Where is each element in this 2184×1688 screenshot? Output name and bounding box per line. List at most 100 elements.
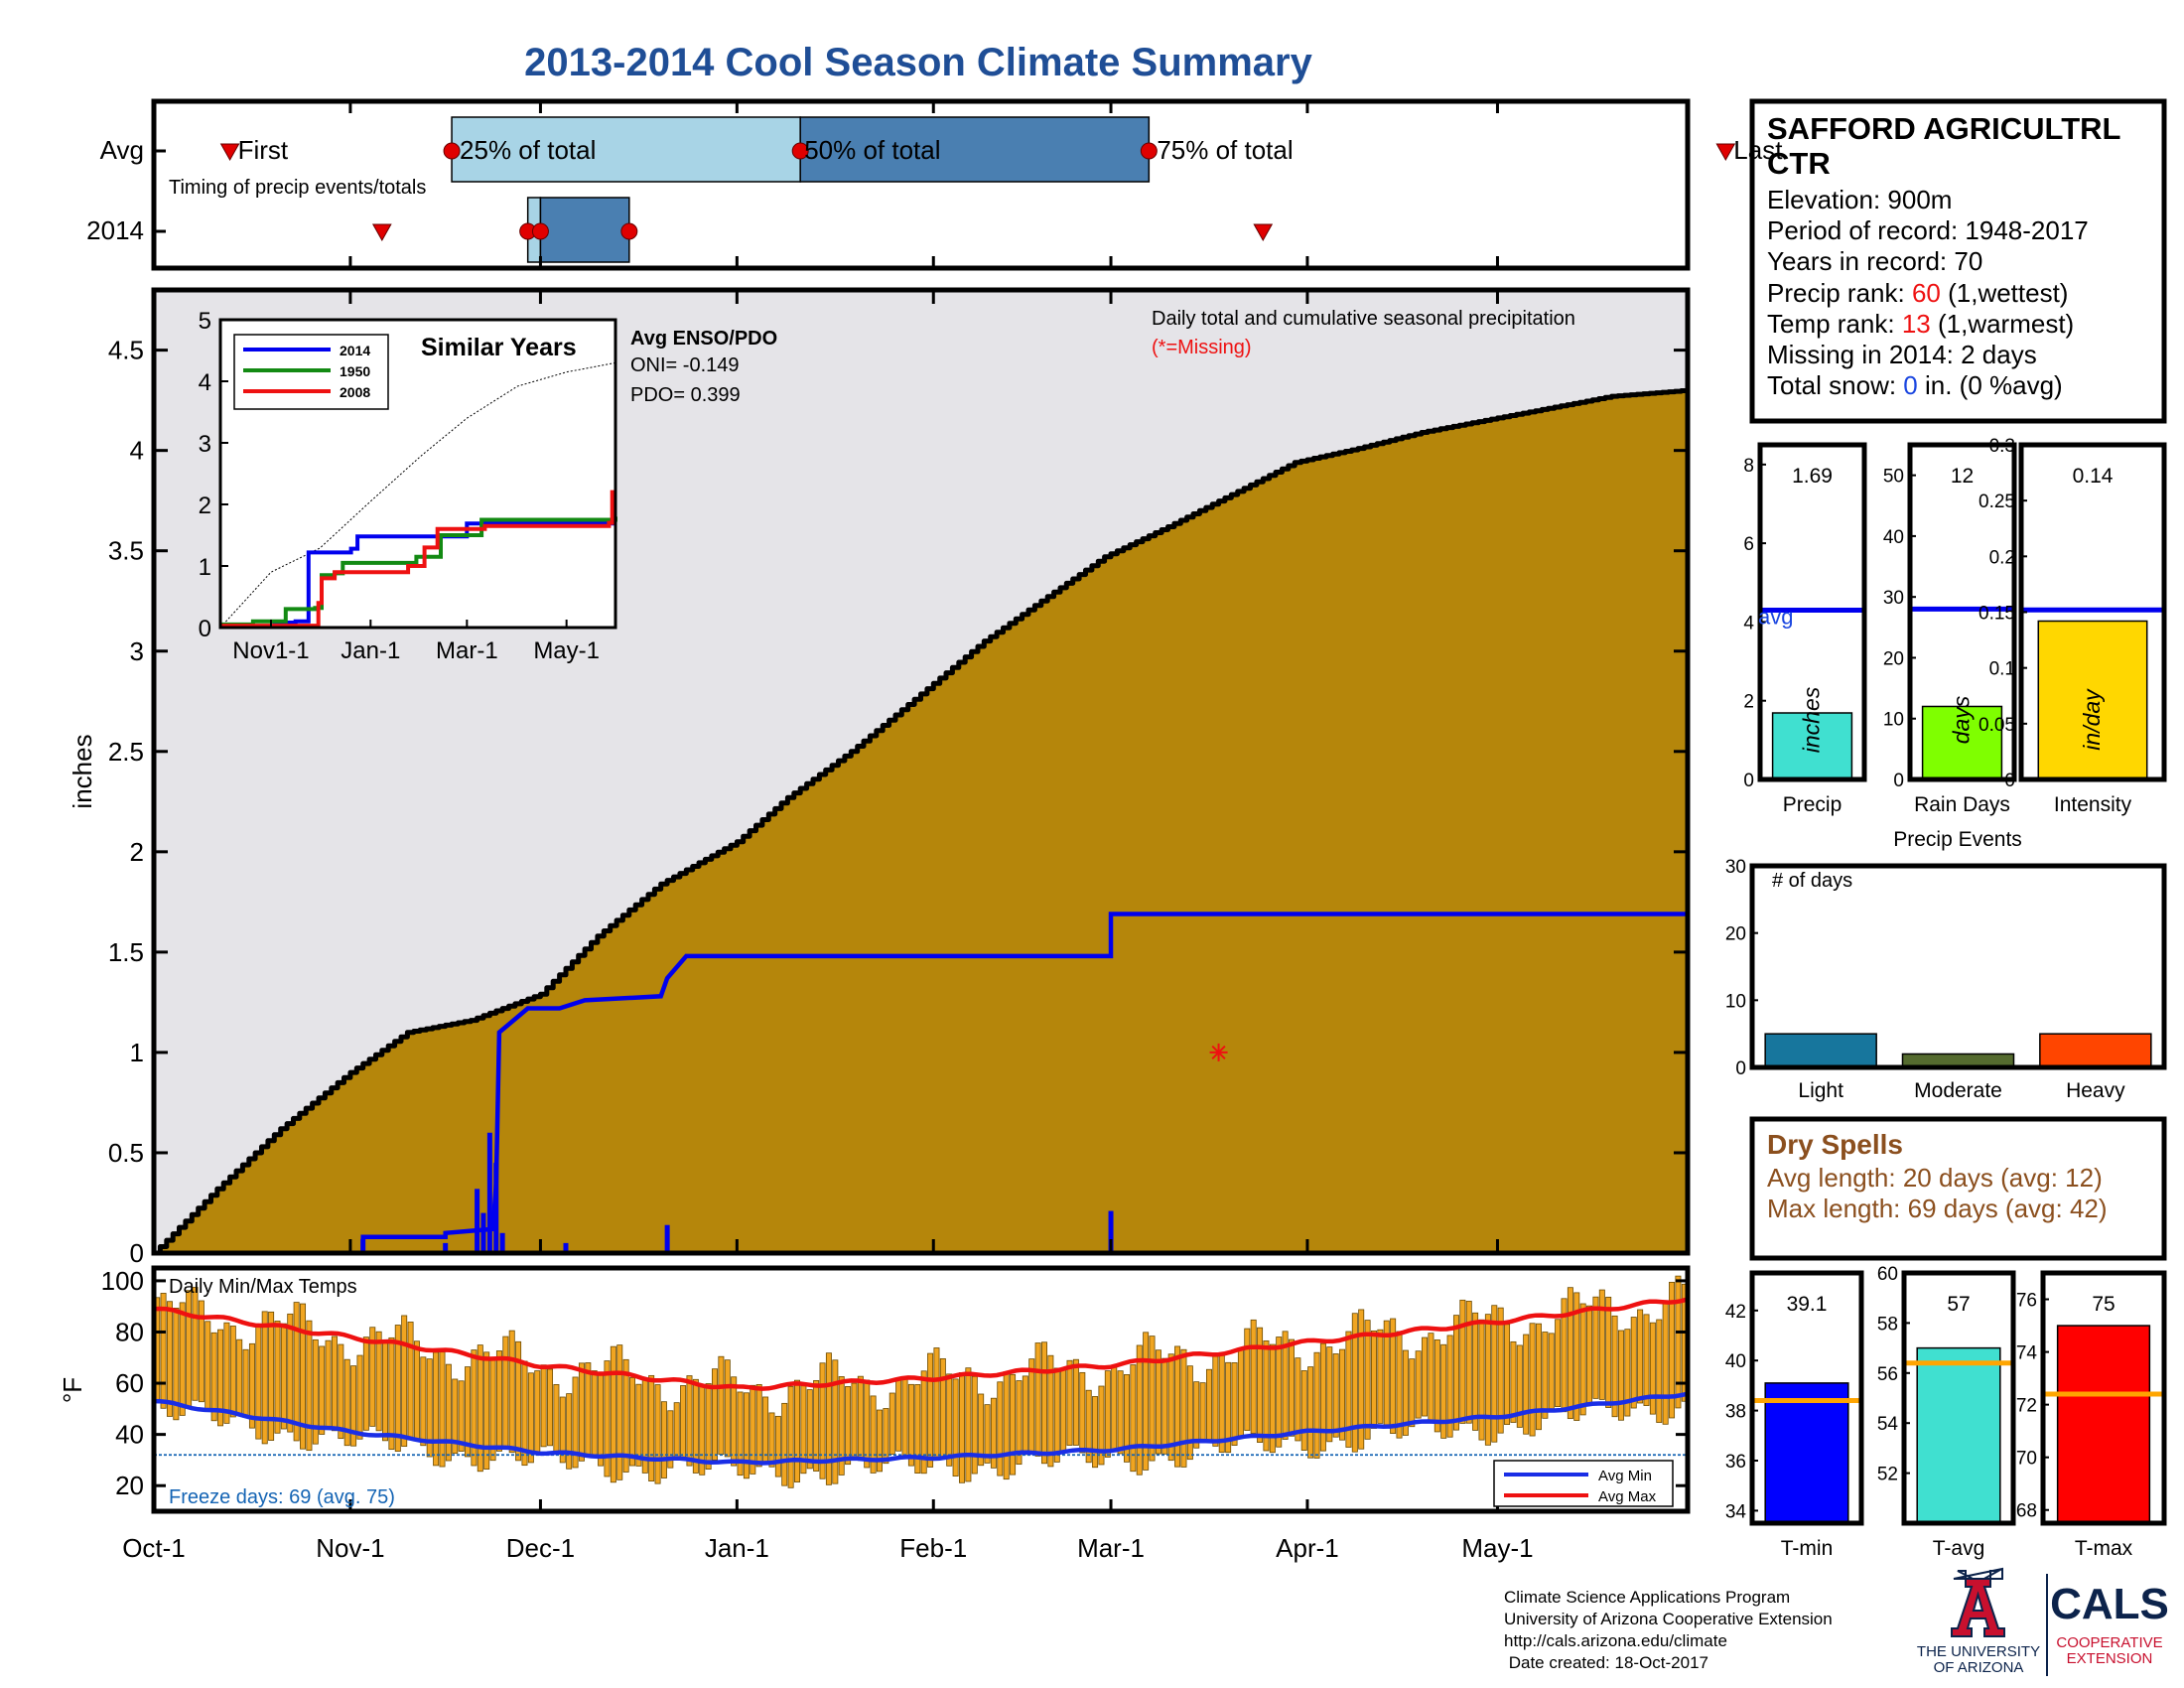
- daily-temp-range-bar: [1003, 1371, 1010, 1480]
- mini-chart-t-avg: 52 54 56 58 60 57 T-avg: [1877, 1264, 2016, 1560]
- daily-temp-range-bar: [895, 1378, 902, 1452]
- similar-years-inset: 0 1 2 3 4 5 Nov1-1 Jan-1 Mar-1 May-1 Similar Year…: [199, 308, 617, 664]
- mini-chart-y-tick-label: 50: [1883, 467, 1904, 488]
- daily-temp-range-bar: [1193, 1381, 1200, 1449]
- daily-temp-range-bar: [1010, 1373, 1017, 1476]
- daily-temp-range-bar: [1529, 1323, 1536, 1437]
- mini-chart-y-tick-label: 54: [1877, 1414, 1899, 1435]
- daily-temp-range-bar: [1212, 1355, 1219, 1447]
- daily-temp-range-bar: [1377, 1329, 1384, 1424]
- station-name-line1: SAFFORD AGRICULTRL: [1767, 111, 2120, 146]
- mini-chart-y-tick-label: 0.05: [1979, 715, 2015, 736]
- daily-temp-range-bar: [1199, 1382, 1206, 1441]
- temp-y-tick-label: 40: [115, 1420, 144, 1450]
- enso-heading: Avg ENSO/PDO: [630, 328, 777, 350]
- daily-temp-range-bar: [1161, 1357, 1168, 1455]
- mini-chart-y-tick-label: 20: [1883, 648, 1904, 669]
- ua-block-a-icon: [1951, 1578, 2005, 1637]
- events-y-tick-label: 10: [1725, 991, 1746, 1012]
- daily-temp-range-bar: [1390, 1318, 1397, 1434]
- daily-temp-range-bar: [547, 1368, 554, 1447]
- mini-chart-y-tick-label: 36: [1725, 1452, 1746, 1473]
- mini-chart-bar: [2056, 1325, 2151, 1524]
- quantile-dot-marker: [791, 142, 809, 160]
- daily-temp-range-bar: [806, 1389, 813, 1470]
- precip-y-tick-label: 1.5: [108, 937, 144, 967]
- quantile-dot-marker: [443, 142, 461, 160]
- daily-temp-range-bar: [883, 1408, 889, 1465]
- daily-temp-range-bar: [280, 1323, 287, 1430]
- daily-temp-range-bar: [604, 1360, 611, 1477]
- month-axis-label: Apr-1: [1276, 1533, 1339, 1563]
- inset-y-tick-label: 0: [199, 616, 211, 642]
- month-axis-label: May-1: [1461, 1533, 1533, 1563]
- daily-temp-range-bar: [712, 1368, 719, 1461]
- daily-temp-range-bar: [1630, 1317, 1637, 1409]
- daily-temp-range-bar: [1598, 1289, 1605, 1400]
- daily-temp-range-bar: [1167, 1353, 1174, 1462]
- daily-temp-range-bar: [268, 1311, 275, 1441]
- daily-temp-range-bar: [343, 1358, 350, 1447]
- month-axis-label: Dec-1: [506, 1533, 575, 1563]
- mini-chart-y-tick-label: 0.2: [1989, 547, 2015, 568]
- inset-y-tick-label: 5: [199, 308, 211, 335]
- daily-temp-range-bar: [1649, 1322, 1656, 1415]
- mini-chart-y-tick-label: 30: [1883, 588, 1904, 609]
- daily-temp-range-bar: [1016, 1380, 1023, 1466]
- daily-temp-range-bar: [907, 1383, 914, 1467]
- daily-temp-range-bar: [1497, 1307, 1504, 1434]
- daily-temp-range-bar: [952, 1378, 959, 1477]
- precip-y-tick-label: 0: [130, 1238, 144, 1268]
- daily-temp-range-bar: [553, 1384, 560, 1454]
- daily-temp-range-bar: [1428, 1333, 1434, 1423]
- daily-temp-range-bar: [654, 1384, 661, 1484]
- temp-y-tick-label: 100: [101, 1266, 144, 1296]
- daily-temp-range-bar: [724, 1359, 731, 1458]
- timing-last-label: Last: [1733, 135, 1783, 165]
- mini-chart-y-tick-label: 0: [1743, 771, 1754, 791]
- daily-temp-range-bar: [1028, 1358, 1035, 1453]
- daily-temp-range-bar: [465, 1366, 472, 1458]
- events-category-label: Moderate: [1914, 1079, 2002, 1102]
- precip-stats-charts: 0 2 4 6 8 1.69 Precip inches avg 0 10 20 30 40 50 12 Rai…: [1743, 436, 2167, 816]
- daily-temp-range-bar: [1504, 1324, 1511, 1425]
- daily-temp-range-bar: [731, 1376, 738, 1467]
- daily-temp-range-bar: [1579, 1303, 1586, 1416]
- temp-stats-charts: 34 36 38 40 42 39.1 T-min 52 54 56 58 60 57 T-avg 68 70…: [1725, 1264, 2167, 1560]
- daily-temp-range-bar: [1422, 1336, 1429, 1417]
- daily-temp-range-bar: [1409, 1358, 1416, 1428]
- daily-temp-range-bar: [1319, 1342, 1326, 1452]
- event-triangle-marker: [219, 143, 240, 162]
- daily-temp-range-bar: [433, 1351, 440, 1467]
- daily-temp-range-bar: [1332, 1353, 1339, 1438]
- month-axis-label: Nov-1: [316, 1533, 384, 1563]
- daily-temp-range-bar: [1605, 1296, 1612, 1408]
- daily-temp-range-bar: [388, 1336, 395, 1451]
- ua-block-a-outline: [1953, 1567, 2003, 1582]
- daily-temp-range-bar: [781, 1402, 788, 1486]
- mini-chart-y-tick-label: 10: [1883, 710, 1904, 731]
- daily-temp-range-bar: [914, 1384, 921, 1474]
- month-axis-label: Feb-1: [899, 1533, 967, 1563]
- timing-first-label: First: [238, 135, 289, 165]
- daily-temp-range-bar: [350, 1365, 357, 1447]
- daily-temp-range-bar: [755, 1384, 762, 1468]
- daily-temp-range-bar: [660, 1401, 667, 1478]
- daily-temp-range-bar: [984, 1404, 991, 1464]
- daily-temp-range-bar: [1307, 1366, 1314, 1459]
- events-bars: Light Moderate Heavy 0 10 20 30: [1725, 857, 2164, 1102]
- temp-y-axis-label: °F: [58, 1377, 87, 1403]
- daily-temp-range-bar: [1079, 1371, 1086, 1454]
- timing-row-avg-label: Avg: [100, 135, 144, 165]
- event-triangle-marker: [1253, 223, 1274, 242]
- daily-temp-range-bar: [312, 1338, 319, 1445]
- daily-temp-range-bar: [166, 1301, 173, 1417]
- daily-temp-range-bar: [1244, 1328, 1251, 1431]
- precip-y-tick-label: 2.5: [108, 737, 144, 767]
- daily-temp-range-bar: [1516, 1344, 1523, 1428]
- mini-chart-y-tick-label: 0: [2004, 771, 2015, 791]
- daily-temp-range-bar: [356, 1354, 363, 1440]
- precip-chart-title: Daily total and cumulative seasonal prec…: [1152, 308, 1575, 330]
- daily-temp-range-bar: [1205, 1368, 1212, 1441]
